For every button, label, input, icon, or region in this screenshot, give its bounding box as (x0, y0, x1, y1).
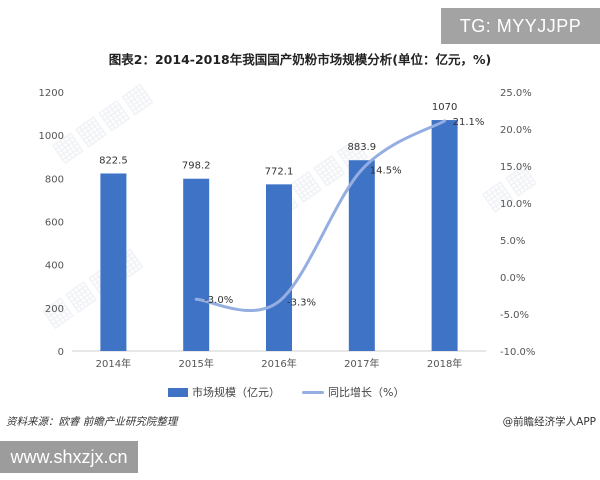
y-right-tick-label: 5.0% (500, 236, 525, 247)
y-right-tick-label: -10.0% (500, 347, 535, 358)
site-watermark: www.shxzjx.cn (0, 441, 138, 473)
chart-title: 图表2：2014-2018年我国国产奶粉市场规模分析(单位：亿元，%) (108, 52, 492, 67)
y-left-tick-label: 1000 (39, 131, 64, 142)
line-value-label: -3.0% (204, 295, 233, 306)
y-left-tick-label: 600 (45, 218, 64, 229)
bar (183, 178, 210, 351)
legend-item-line: 同比增长（%） (302, 384, 404, 400)
bar (100, 173, 127, 351)
y-right-tick-label: 15.0% (500, 162, 532, 173)
legend-label-bar: 市场规模（亿元） (192, 386, 280, 399)
y-left-tick-label: 400 (45, 261, 64, 272)
legend-swatch-line (302, 390, 324, 394)
y-left-tick-label: 800 (45, 174, 64, 185)
chart-legend: 市场规模（亿元） 同比增长（%） (168, 384, 426, 400)
bar-value-label: 822.5 (99, 155, 128, 166)
source-note: 资料来源：欧睿 前瞻产业研究院整理 (6, 416, 178, 428)
bar (266, 184, 292, 351)
x-tick-label: 2017年 (344, 357, 379, 370)
x-tick-label: 2014年 (96, 357, 131, 370)
legend-item-bar: 市场规模（亿元） (168, 384, 280, 400)
line-value-label: 21.1% (453, 117, 485, 128)
y-right-tick-label: 20.0% (500, 125, 532, 136)
chart-canvas: 0 200 400 600 800 1000 1200 -10.0% -5.0% 0.0% 5.0%… (39, 88, 536, 370)
x-tick-label: 2018年 (427, 357, 462, 370)
bar-value-label: 1070 (432, 102, 457, 113)
credit-note: @前瞻经济学人APP (502, 416, 596, 428)
growth-line (194, 119, 447, 313)
bar-value-label: 772.1 (265, 166, 294, 177)
bar-value-label: 883.9 (347, 142, 376, 153)
bar (431, 120, 458, 351)
bar-value-label: 798.2 (182, 161, 211, 172)
y-right-tick-label: 0.0% (500, 273, 525, 284)
bar (348, 160, 375, 351)
y-right-tick-label: 10.0% (500, 199, 532, 210)
y-left-tick-label: 0 (58, 347, 64, 358)
y-right-tick-label: 25.0% (500, 88, 532, 99)
y-left-tick-label: 1200 (39, 88, 64, 99)
x-tick-label: 2015年 (178, 357, 213, 370)
legend-label-line: 同比增长（%） (328, 386, 405, 399)
x-tick-label: 2016年 (261, 357, 296, 370)
telegram-badge: TG: MYYJJPP (441, 8, 600, 44)
y-left-tick-label: 200 (45, 304, 64, 315)
line-value-label: -3.3% (287, 297, 316, 308)
y-right-tick-label: -5.0% (500, 310, 529, 321)
line-value-label: 14.5% (370, 166, 402, 177)
legend-swatch-bar (168, 387, 188, 397)
